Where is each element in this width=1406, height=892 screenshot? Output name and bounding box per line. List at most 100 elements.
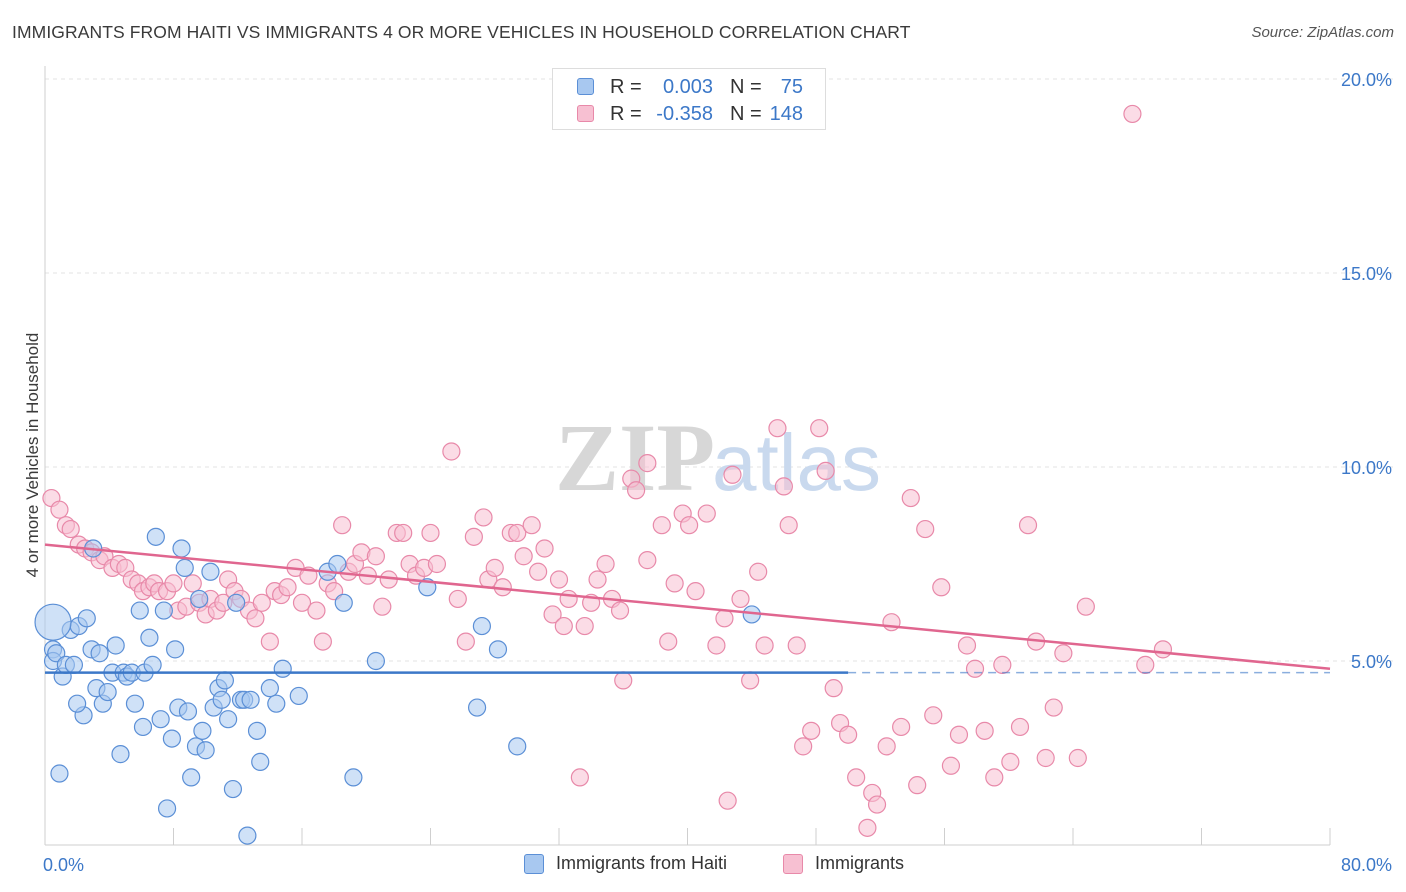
haiti-point: [334, 593, 353, 612]
haiti-point: [215, 671, 234, 690]
immigrants-point: [665, 574, 684, 593]
legend-swatch-immigrants: [577, 105, 594, 122]
haiti-point: [175, 558, 194, 577]
immigrants-point: [723, 465, 742, 484]
haiti-point: [196, 741, 215, 760]
tick-labels: 5.0% 10.0% 15.0% 20.0% 0.0% 80.0%: [43, 70, 1392, 875]
immigrants-point: [787, 636, 806, 655]
immigrants-point: [985, 768, 1004, 787]
haiti-point: [227, 593, 246, 612]
haiti-point: [251, 752, 270, 771]
immigrants-point: [802, 721, 821, 740]
immigrants-point: [749, 562, 768, 581]
x-tick-label: 80.0%: [1341, 855, 1392, 875]
immigrants-point: [941, 756, 961, 775]
immigrants-point: [183, 574, 202, 593]
immigrants-point: [1136, 655, 1155, 674]
haiti-point: [50, 764, 69, 783]
immigrants-point: [373, 597, 392, 616]
immigrants-point: [901, 488, 920, 508]
immigrants-point: [824, 679, 843, 698]
haiti-point: [328, 554, 347, 574]
haiti-point: [34, 603, 72, 641]
immigrants-point: [522, 516, 541, 535]
haiti-point: [344, 768, 363, 787]
immigrants-point: [508, 523, 527, 543]
legend-n-label: N =: [730, 76, 762, 98]
haiti-point: [212, 690, 231, 709]
immigrants-point: [474, 508, 493, 527]
haiti-point: [162, 729, 181, 748]
immigrants-point: [535, 539, 554, 558]
immigrants-point: [61, 519, 80, 539]
immigrants-point: [1076, 597, 1095, 616]
immigrants-point: [1068, 748, 1087, 768]
immigrants-point: [779, 516, 798, 535]
immigrants-point: [278, 578, 297, 597]
immigrants-points: [42, 104, 1173, 837]
immigrants-point: [949, 725, 969, 744]
immigrants-point: [529, 562, 548, 581]
immigrants-point: [810, 419, 829, 438]
immigrants-point: [596, 554, 615, 574]
haiti-point: [247, 721, 267, 740]
x-tick-label: 0.0%: [43, 855, 84, 875]
immigrants-point: [975, 721, 994, 740]
immigrants-point: [659, 632, 678, 651]
series-legend: Immigrants from Haiti Immigrants: [0, 852, 1406, 878]
immigrants-point: [610, 601, 630, 620]
immigrants-point: [768, 419, 787, 438]
immigrants-point: [877, 737, 896, 756]
haiti-point: [77, 609, 96, 628]
immigrants-point: [932, 578, 951, 597]
immigrants-point: [638, 551, 657, 570]
immigrants-point: [755, 636, 774, 655]
immigrants-point: [652, 516, 671, 535]
haiti-point: [140, 628, 159, 647]
series-label-immigrants: Immigrants: [815, 853, 905, 873]
immigrants-point: [1010, 717, 1030, 737]
haiti-point: [154, 601, 173, 620]
immigrants-point: [638, 454, 657, 473]
haiti-point: [267, 694, 286, 713]
immigrants-point: [570, 768, 589, 787]
immigrants-point: [626, 481, 646, 500]
y-axis-label: 4 or more Vehicles in Household: [23, 332, 42, 578]
haiti-point: [241, 690, 260, 709]
legend-n-label: N =: [730, 103, 762, 125]
immigrants-point: [715, 609, 734, 628]
haiti-point: [193, 721, 212, 740]
legend-r-value: -0.358: [656, 103, 713, 125]
immigrants-point: [839, 725, 858, 744]
legend-swatch-haiti: [577, 78, 594, 95]
haiti-point: [133, 717, 153, 737]
immigrants-point: [442, 442, 461, 461]
haiti-point: [68, 694, 87, 713]
haiti-point: [106, 636, 125, 655]
immigrants-point: [366, 547, 385, 566]
immigrants-point: [333, 516, 352, 535]
haiti-point: [146, 527, 165, 546]
immigrants-point: [686, 582, 705, 601]
immigrants-point: [252, 593, 271, 612]
immigrants-trend-line: [44, 543, 1331, 671]
haiti-point: [488, 640, 508, 659]
legend-row-haiti: R = 0.003 N = 75: [553, 75, 825, 101]
immigrants-point: [867, 795, 887, 814]
series-swatch-immigrants: [783, 854, 803, 874]
haiti-point: [508, 737, 527, 756]
immigrants-point: [741, 671, 760, 690]
immigrants-point: [421, 523, 440, 543]
immigrants-point: [614, 671, 633, 690]
source-label: Source: ZipAtlas.com: [1251, 24, 1394, 41]
legend-r-label: R =: [610, 76, 642, 98]
haiti-point: [111, 745, 130, 764]
haiti-point: [467, 698, 487, 717]
legend-n-value: 75: [780, 76, 803, 98]
immigrants-point: [307, 601, 326, 620]
trend-lines: [44, 543, 1331, 674]
haiti-point: [238, 826, 257, 845]
immigrants-point: [892, 717, 911, 737]
immigrants-point: [993, 655, 1012, 674]
